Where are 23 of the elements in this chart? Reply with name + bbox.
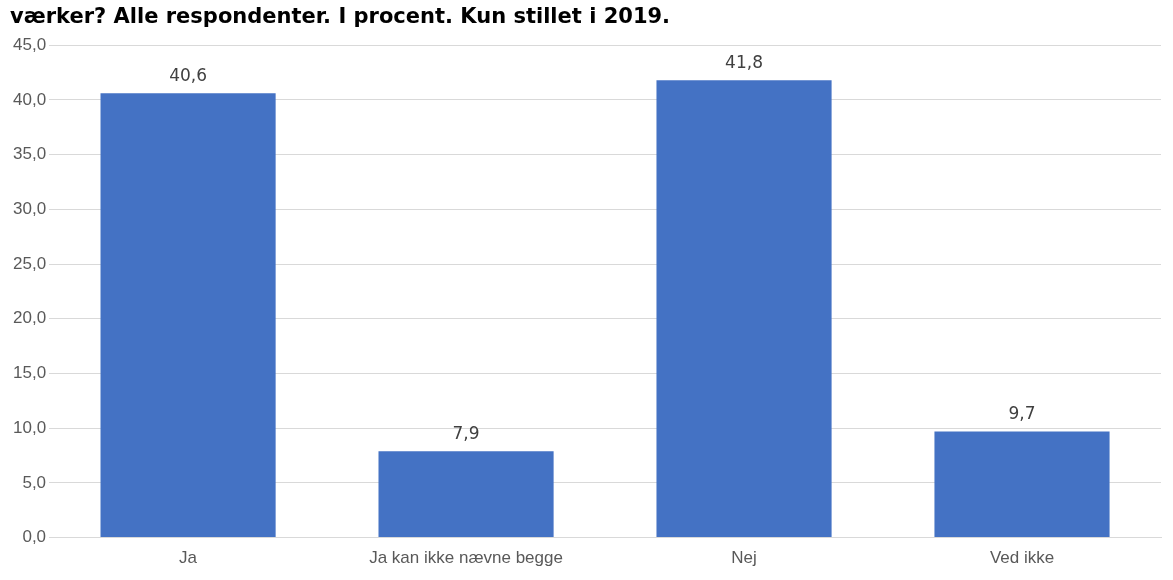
chart-title: værker? Alle respondenter. I procent. Kun stillet i 2019.	[9, 3, 672, 30]
y-tick-label: 20,0	[12, 308, 47, 328]
data-label: 40,6	[169, 65, 208, 86]
bar	[100, 93, 276, 538]
x-tick-label: Ja kan ikke nævne begge	[369, 548, 563, 568]
y-tick-label: 25,0	[12, 253, 47, 273]
y-tick-label: 40,0	[12, 89, 47, 109]
data-label: 41,8	[725, 52, 763, 73]
x-tick-label: Nej	[731, 548, 757, 568]
y-tick-label: 45,0	[12, 34, 47, 54]
x-tick-label: Ja	[179, 548, 198, 568]
data-label: 9,7	[1008, 403, 1036, 424]
y-tick-label: 30,0	[12, 199, 47, 219]
data-label: 7,9	[452, 423, 480, 444]
y-tick-label: 15,0	[12, 363, 47, 383]
bar	[656, 80, 832, 538]
x-tick-label: Ved ikke	[989, 548, 1055, 568]
y-tick-label: 0,0	[22, 527, 47, 547]
y-tick-label: 5,0	[22, 472, 47, 492]
y-tick-label: 35,0	[12, 144, 47, 164]
bar	[934, 431, 1110, 538]
y-tick-label: 10,0	[12, 417, 47, 437]
bar	[378, 451, 554, 538]
